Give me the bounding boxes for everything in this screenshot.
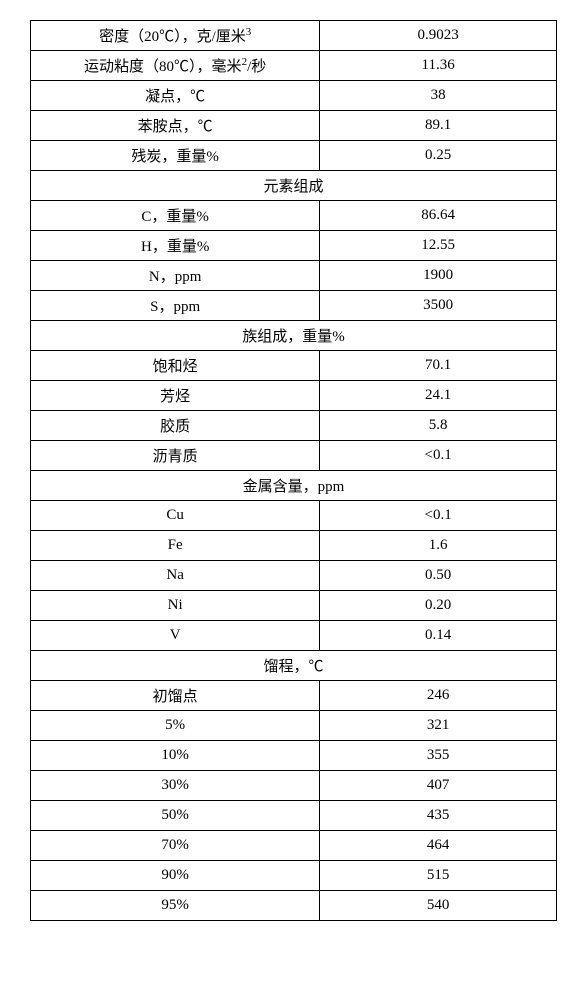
table-row: 胶质5.8 (31, 411, 557, 441)
property-label: Cu (31, 501, 320, 531)
table-row: 族组成，重量% (31, 321, 557, 351)
property-label: S，ppm (31, 291, 320, 321)
table-row: 5%321 (31, 711, 557, 741)
section-header: 元素组成 (31, 171, 557, 201)
table-row: S，ppm3500 (31, 291, 557, 321)
property-value: 38 (320, 81, 557, 111)
property-value: 540 (320, 891, 557, 921)
property-label: 运动粘度（80℃），毫米2/秒 (31, 51, 320, 81)
table-row: 馏程，℃ (31, 651, 557, 681)
table-row: Cu<0.1 (31, 501, 557, 531)
property-value: 246 (320, 681, 557, 711)
table-row: 苯胺点，℃89.1 (31, 111, 557, 141)
property-value: 89.1 (320, 111, 557, 141)
table-row: 初馏点246 (31, 681, 557, 711)
property-label: Ni (31, 591, 320, 621)
property-label: 芳烃 (31, 381, 320, 411)
property-label: 5% (31, 711, 320, 741)
property-label: 残炭，重量% (31, 141, 320, 171)
property-label: 胶质 (31, 411, 320, 441)
table-row: 10%355 (31, 741, 557, 771)
property-value: 12.55 (320, 231, 557, 261)
property-value: 407 (320, 771, 557, 801)
table-row: V0.14 (31, 621, 557, 651)
property-label: 饱和烃 (31, 351, 320, 381)
property-value: 70.1 (320, 351, 557, 381)
property-label: 50% (31, 801, 320, 831)
property-value: 0.25 (320, 141, 557, 171)
property-label: 10% (31, 741, 320, 771)
property-label: 沥青质 (31, 441, 320, 471)
property-value: 1.6 (320, 531, 557, 561)
table-row: 元素组成 (31, 171, 557, 201)
property-label: 30% (31, 771, 320, 801)
property-value: 0.50 (320, 561, 557, 591)
table-row: H，重量%12.55 (31, 231, 557, 261)
table-row: Na0.50 (31, 561, 557, 591)
property-value: 355 (320, 741, 557, 771)
property-label: 初馏点 (31, 681, 320, 711)
property-value: 435 (320, 801, 557, 831)
property-value: 0.9023 (320, 21, 557, 51)
table-row: 凝点，℃38 (31, 81, 557, 111)
section-header: 金属含量，ppm (31, 471, 557, 501)
property-value: 321 (320, 711, 557, 741)
section-header: 馏程，℃ (31, 651, 557, 681)
property-value: <0.1 (320, 501, 557, 531)
section-header: 族组成，重量% (31, 321, 557, 351)
property-value: 515 (320, 861, 557, 891)
table-row: 30%407 (31, 771, 557, 801)
table-row: 残炭，重量%0.25 (31, 141, 557, 171)
table-row: N，ppm1900 (31, 261, 557, 291)
table-row: 沥青质<0.1 (31, 441, 557, 471)
property-label: 90% (31, 861, 320, 891)
property-label: C，重量% (31, 201, 320, 231)
table-body: 密度（20℃），克/厘米30.9023运动粘度（80℃），毫米2/秒11.36凝… (31, 21, 557, 921)
property-value: <0.1 (320, 441, 557, 471)
table-row: 95%540 (31, 891, 557, 921)
table-row: Ni0.20 (31, 591, 557, 621)
table-row: 50%435 (31, 801, 557, 831)
properties-table: 密度（20℃），克/厘米30.9023运动粘度（80℃），毫米2/秒11.36凝… (30, 20, 557, 921)
property-label: Na (31, 561, 320, 591)
table-row: 90%515 (31, 861, 557, 891)
property-value: 86.64 (320, 201, 557, 231)
property-label: 70% (31, 831, 320, 861)
property-label: V (31, 621, 320, 651)
property-label: H，重量% (31, 231, 320, 261)
table-row: Fe1.6 (31, 531, 557, 561)
property-label: 密度（20℃），克/厘米3 (31, 21, 320, 51)
property-label: N，ppm (31, 261, 320, 291)
table-row: 运动粘度（80℃），毫米2/秒11.36 (31, 51, 557, 81)
table-row: 密度（20℃），克/厘米30.9023 (31, 21, 557, 51)
property-label: Fe (31, 531, 320, 561)
property-value: 24.1 (320, 381, 557, 411)
table-row: 金属含量，ppm (31, 471, 557, 501)
table-row: C，重量%86.64 (31, 201, 557, 231)
property-label: 苯胺点，℃ (31, 111, 320, 141)
property-value: 0.14 (320, 621, 557, 651)
property-value: 1900 (320, 261, 557, 291)
table-row: 饱和烃70.1 (31, 351, 557, 381)
property-value: 11.36 (320, 51, 557, 81)
property-value: 3500 (320, 291, 557, 321)
table-row: 芳烃24.1 (31, 381, 557, 411)
property-value: 5.8 (320, 411, 557, 441)
property-value: 0.20 (320, 591, 557, 621)
table-row: 70%464 (31, 831, 557, 861)
property-label: 凝点，℃ (31, 81, 320, 111)
property-label: 95% (31, 891, 320, 921)
property-value: 464 (320, 831, 557, 861)
